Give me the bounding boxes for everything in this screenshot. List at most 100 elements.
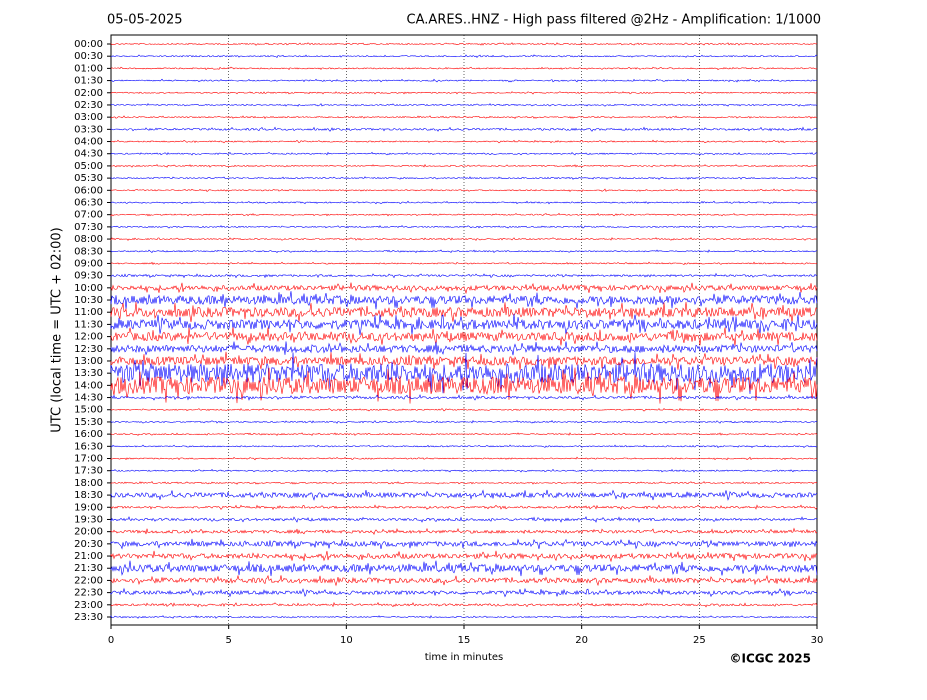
y-tick-label: 21:00 <box>74 551 103 562</box>
trace <box>110 139 818 144</box>
y-tick-label: 13:00 <box>74 356 103 367</box>
y-tick-label: 14:00 <box>74 380 103 391</box>
trace <box>110 282 818 295</box>
trace <box>110 468 818 473</box>
trace <box>110 212 818 217</box>
trace <box>110 407 818 412</box>
trace <box>110 272 818 279</box>
y-tick-label: 20:30 <box>74 539 103 550</box>
y-tick-label: 09:00 <box>74 258 103 269</box>
y-tick-label: 09:30 <box>74 271 103 282</box>
chart-title: CA.ARES..HNZ - High pass filtered @2Hz -… <box>407 13 821 28</box>
y-tick-label: 10:00 <box>74 283 103 294</box>
trace <box>110 481 818 485</box>
y-tick-label: 17:00 <box>74 454 103 465</box>
trace <box>110 352 818 394</box>
trace <box>110 237 818 241</box>
y-tick-label: 03:30 <box>74 124 103 135</box>
y-tick-label: 10:30 <box>74 295 103 306</box>
trace <box>110 367 818 404</box>
y-tick-label: 04:00 <box>74 137 103 148</box>
trace <box>110 394 818 401</box>
trace <box>110 432 818 436</box>
trace <box>110 614 818 619</box>
y-tick-label: 06:30 <box>74 197 103 208</box>
y-tick-label: 02:30 <box>74 100 103 111</box>
trace <box>110 601 818 608</box>
trace <box>110 176 818 180</box>
trace <box>110 261 818 266</box>
y-tick-label: 11:30 <box>74 319 103 330</box>
y-tick-label: 16:00 <box>74 429 103 440</box>
y-tick-label: 13:30 <box>74 368 103 379</box>
y-tick-label: 23:30 <box>74 612 103 623</box>
x-tick-label: 15 <box>458 635 471 646</box>
y-tick-label: 01:30 <box>74 76 103 87</box>
trace <box>110 103 818 107</box>
trace <box>110 504 818 511</box>
y-tick-label: 15:00 <box>74 405 103 416</box>
x-tick-label: 20 <box>575 635 588 646</box>
y-tick-label: 08:00 <box>74 234 103 245</box>
y-tick-label: 00:00 <box>74 39 103 50</box>
trace <box>110 249 818 254</box>
y-tick-label: 00:30 <box>74 51 103 62</box>
trace <box>110 301 818 323</box>
y-tick-label: 19:00 <box>74 502 103 513</box>
y-tick-label: 20:00 <box>74 527 103 538</box>
x-tick-label: 10 <box>340 635 353 646</box>
y-tick-label: 07:30 <box>74 222 103 233</box>
y-tick-label: 22:00 <box>74 575 103 586</box>
y-tick-label: 07:00 <box>74 210 103 221</box>
trace <box>110 574 818 587</box>
y-tick-label: 12:30 <box>74 344 103 355</box>
x-tick-label: 30 <box>811 635 824 646</box>
trace <box>110 225 818 229</box>
trace <box>110 341 818 356</box>
y-tick-label: 19:30 <box>74 514 103 525</box>
trace <box>110 151 818 156</box>
y-tick-label: 05:00 <box>74 161 103 172</box>
y-tick-label: 03:00 <box>74 112 103 123</box>
y-tick-label: 18:30 <box>74 490 103 501</box>
y-axis-label: UTC (local time = UTC + 02:00) <box>50 227 65 432</box>
y-tick-label: 12:00 <box>74 332 103 343</box>
trace <box>110 78 818 83</box>
trace <box>110 444 818 449</box>
x-tick-label: 25 <box>693 635 706 646</box>
trace <box>110 91 818 95</box>
trace <box>110 313 818 335</box>
copyright: ©ICGC 2025 <box>729 652 811 666</box>
y-tick-label: 04:30 <box>74 149 103 160</box>
y-tick-label: 06:00 <box>74 185 103 196</box>
trace <box>110 456 818 461</box>
trace <box>110 188 818 193</box>
trace <box>110 115 818 120</box>
trace <box>110 550 818 563</box>
y-tick-label: 18:00 <box>74 478 103 489</box>
y-tick-label: 02:00 <box>74 88 103 99</box>
y-tick-label: 22:30 <box>74 588 103 599</box>
trace <box>110 42 818 46</box>
y-tick-label: 21:30 <box>74 563 103 574</box>
trace <box>110 420 818 424</box>
trace <box>110 489 818 501</box>
y-tick-label: 14:30 <box>74 393 103 404</box>
trace <box>110 560 818 577</box>
trace <box>110 587 818 598</box>
date: 05-05-2025 <box>107 13 183 28</box>
x-tick-label: 0 <box>108 635 114 646</box>
y-tick-label: 05:30 <box>74 173 103 184</box>
trace <box>110 200 818 205</box>
y-tick-label: 15:30 <box>74 417 103 428</box>
trace <box>110 527 818 535</box>
trace <box>110 66 818 71</box>
y-tick-label: 11:00 <box>74 307 103 318</box>
trace <box>110 164 818 168</box>
trace <box>110 516 818 523</box>
y-tick-label: 23:00 <box>74 600 103 611</box>
x-tick-label: 5 <box>225 635 231 646</box>
trace <box>110 327 818 346</box>
y-tick-label: 16:30 <box>74 441 103 452</box>
